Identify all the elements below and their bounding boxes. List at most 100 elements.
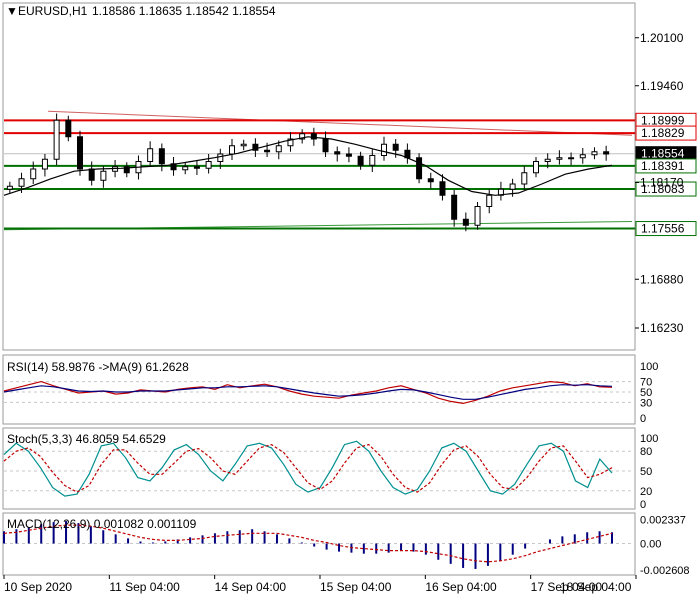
candle-bear: [88, 168, 95, 181]
stoch-title: Stoch(5,3,3) 46.8059 54.6529: [7, 432, 166, 446]
macd-signal-line: [3, 524, 613, 563]
candlesticks: [6, 113, 610, 232]
candle-bull: [299, 133, 306, 140]
stochastic-lines: [3, 440, 613, 497]
symbol-label: EURUSD,H1: [18, 4, 88, 18]
stoch-main-line: [3, 440, 613, 497]
stoch-tick-label: 100: [640, 433, 658, 445]
macd-title: MACD(12,26,9) 0.001082 0.001109: [7, 517, 197, 531]
candle-bear: [334, 151, 341, 155]
candle-bear: [451, 194, 458, 220]
stoch-tick-label: 20: [640, 486, 652, 498]
candle-bull: [53, 119, 60, 160]
trendline-resistance: [47, 110, 633, 136]
rsi-panel[interactable]: [2, 354, 636, 425]
level-tag-support: [635, 158, 697, 174]
candle-bear: [65, 119, 72, 138]
candle-bull: [533, 161, 539, 174]
stoch-tick-label: 0: [640, 499, 646, 511]
collapse-arrow-icon[interactable]: ▼: [6, 4, 18, 18]
candle-bull: [18, 178, 25, 187]
time-tick-label: 14 Sep 04:00: [215, 580, 287, 594]
time-tick-label: 18 Sep 04:00: [560, 580, 632, 594]
price-tick-label: 1.20100: [640, 31, 684, 45]
stoch-panel[interactable]: [2, 427, 636, 510]
candle-bear: [322, 138, 329, 153]
candle-bull: [568, 157, 575, 160]
macd-tick-label: -0.002608: [640, 565, 690, 577]
macd-tick-label: 0.00: [640, 538, 661, 550]
moving-average-line: [3, 136, 613, 196]
candle-bull: [591, 151, 598, 156]
rsi-tick-label: 0: [640, 413, 646, 425]
level-tag-label: 1.18391: [641, 159, 685, 173]
candle-bull: [229, 145, 235, 155]
candle-bull: [147, 148, 154, 162]
level-tag-resistance: [635, 125, 697, 141]
candle-bull: [217, 153, 224, 162]
candle-bull: [579, 154, 586, 159]
level-tag-label: 1.17556: [641, 222, 685, 236]
level-tag-label: 1.18829: [641, 126, 685, 140]
candle-bear: [158, 148, 165, 165]
candle-bull: [100, 170, 107, 181]
price-tick-label: 1.19460: [640, 79, 684, 93]
price-tick-label: 1.16230: [640, 321, 684, 335]
macd-panel[interactable]: [2, 512, 636, 576]
candle-bear: [77, 136, 83, 170]
candle-bull: [240, 143, 247, 147]
candle-bull: [509, 183, 516, 190]
candle-bull: [6, 185, 13, 190]
candle-bull: [474, 206, 481, 226]
time-tick-label: 10 Sep 2020: [4, 580, 72, 594]
level-tag-label: 1.18999: [641, 113, 685, 127]
candle-bear: [345, 153, 352, 157]
candle-bull: [41, 158, 48, 170]
time-tick-label: 17 Sep 04:00: [531, 580, 603, 594]
candle-bear: [427, 178, 434, 183]
candle-bull: [287, 138, 294, 147]
candle-bull: [381, 143, 387, 156]
candle-bull: [275, 145, 282, 153]
candle-bear: [416, 157, 423, 180]
rsi-lines: [3, 380, 613, 405]
stoch-tick-label: 80: [640, 446, 652, 458]
candle-bull: [205, 161, 212, 169]
rsi-tick-label: 70: [640, 377, 652, 389]
price-tick-label: 1.18170: [640, 176, 684, 190]
candle-bear: [193, 166, 200, 169]
candle-bull: [521, 172, 528, 185]
ohlc-values: 1.18586 1.18635 1.18542 1.18554: [92, 4, 276, 18]
candle-bear: [462, 218, 469, 226]
macd-plot: [3, 521, 613, 569]
candle-bear: [603, 151, 610, 155]
candle-bull: [182, 166, 189, 171]
level-tag-support: [635, 221, 697, 237]
candle-bear: [357, 155, 364, 166]
time-tick-label: 11 Sep 04:00: [109, 580, 180, 594]
price-panel[interactable]: [2, 2, 636, 351]
rsi-ma-line: [3, 384, 613, 400]
time-tick-label: 15 Sep 04:00: [320, 580, 392, 594]
candle-bull: [369, 155, 376, 166]
moving-average: [3, 136, 613, 196]
macd-tick-label: 0.002337: [640, 515, 686, 527]
stoch-tick-label: 50: [640, 466, 652, 478]
candle-bull: [486, 194, 493, 207]
rsi-tick-label: 50: [640, 387, 652, 399]
stoch-signal-line: [3, 443, 613, 493]
level-tag-label: 1.18083: [641, 182, 685, 196]
rsi-tick-label: 30: [640, 397, 652, 409]
candle-bear: [252, 143, 259, 151]
price-tick-label: 1.16880: [640, 272, 684, 286]
candle-bull: [544, 158, 551, 162]
rsi-tick-label: 100: [640, 361, 658, 373]
candle-bear: [439, 181, 446, 196]
candle-bear: [392, 143, 399, 151]
axes: 1.20100 1.19460 1.18170 1.16880 1.16230 10 Se…: [3, 31, 690, 594]
level-tag-label: 1.18554: [641, 147, 685, 161]
level-tag-support: [635, 181, 697, 197]
